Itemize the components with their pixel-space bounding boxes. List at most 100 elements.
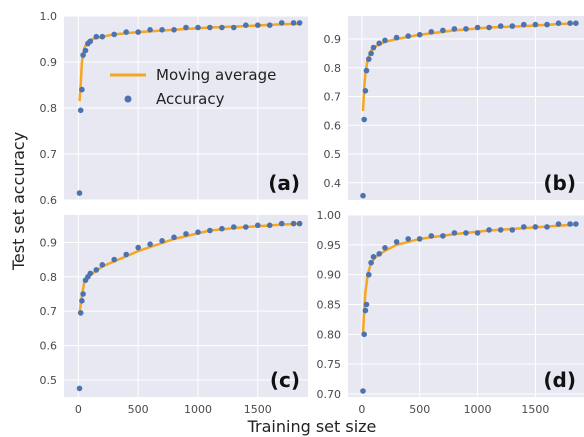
panel-b-accuracy-point [573,20,579,27]
panel-a-plot-area [76,20,303,196]
panel-b-accuracy-point [497,23,504,29]
panel-b-accuracy-point [405,33,412,39]
panel-c-x-tick-label: 1000 [184,403,212,416]
panel-b-y-tick-label: 0.6 [324,119,342,132]
panel-a-accuracy-point [159,27,165,33]
panel-a-accuracy-point [76,190,83,196]
panel-c-accuracy-point [93,267,100,273]
panel-c-accuracy-point [159,238,165,244]
panel-c-accuracy-point [290,220,297,227]
panel-b-accuracy-point [532,21,539,28]
panel-d-label: (d) [543,368,576,392]
panel-c-accuracy-point [87,270,94,277]
panel-a-accuracy-point [99,33,106,40]
panel-a-accuracy-point [278,20,285,26]
panel-d-accuracy-point [573,221,579,227]
panel-d-accuracy-point [567,221,573,227]
panel-b-accuracy-point [486,24,492,31]
panel-b-accuracy-point [361,116,368,123]
panel-b-plot-area [360,20,579,199]
panel-b-accuracy-point [440,27,446,34]
panel-a-accuracy-point [79,86,85,93]
panel-d-accuracy-point [497,227,504,233]
legend-moving-average-label: Moving average [156,66,276,84]
panel-c-y-tick-label: 0.7 [40,305,58,318]
panel-c-background [64,215,308,397]
panel-c-accuracy-point [243,224,249,230]
panel-a-accuracy-point [254,22,261,29]
panel-a-accuracy-point [93,33,100,40]
panel-c: 0.5 0.6 0.7 0.8 0.9 0 500 1000 1500 (c) [40,215,308,416]
panel-a-accuracy-point [135,29,141,35]
panel-b-accuracy-point [567,20,573,27]
panel-b-accuracy-point [366,56,372,62]
panel-c-accuracy-point [76,385,83,392]
panel-c-accuracy-point [207,227,213,234]
panel-c-accuracy-point [231,224,237,230]
panel-d-accuracy-point [362,307,369,314]
panel-c-accuracy-point [147,241,153,247]
panel-d-y-tick-label: 0.80 [317,328,342,341]
panel-c-y-tick-label: 0.9 [40,236,58,249]
panel-d-y-tick-label: 0.90 [317,269,342,282]
panel-d-accuracy-point [555,221,562,227]
panel-a-accuracy-point [195,24,201,31]
panel-b-accuracy-point [382,37,388,44]
panel-c-plot-area [76,220,303,392]
panel-b-accuracy-point [376,40,383,47]
panel-b-accuracy-point [544,21,550,28]
panel-c-accuracy-point [80,291,86,297]
panel-a-y-tick-label: 0.8 [40,102,58,115]
panel-d: 0.70 0.75 0.80 0.85 0.90 0.95 1.00 0 500 1000 1500… [317,209,584,416]
panel-c-accuracy-point [183,231,189,237]
panel-a-accuracy-point [231,24,237,31]
panel-d-accuracy-point [532,224,539,230]
panel-b-accuracy-point [360,192,366,199]
panel-b-label: (b) [543,171,576,195]
panel-b-accuracy-point [509,23,516,29]
y-axis-title: Test set accuracy [9,132,28,271]
panel-c-accuracy-point [219,225,225,232]
panel-a-accuracy-point [290,20,297,26]
panel-b-y-tick-label: 0.9 [324,33,342,46]
panel-c-y-tick-label: 0.8 [40,271,58,284]
panel-d-accuracy-point [463,230,469,236]
panel-b-accuracy-point [370,44,377,51]
panel-d-y-tick-label: 0.95 [317,239,342,252]
panel-d-accuracy-point [376,251,383,257]
panel-a-accuracy-point [82,47,89,54]
panel-d-accuracy-point [360,388,366,394]
panel-d-accuracy-point [361,331,368,338]
panel-b-y-tick-label: 0.8 [324,62,342,75]
panel-d-accuracy-point [393,239,400,245]
panel-d-accuracy-point [363,301,370,308]
panel-d-moving-average-line [361,223,576,335]
panel-d-accuracy-point [521,224,527,230]
panel-a-moving-average-line [78,22,300,102]
panel-d-x-tick-label: 0 [358,403,365,416]
panel-c-accuracy-point [171,234,177,241]
panel-b-accuracy-point [428,29,435,35]
panel-d-accuracy-point [544,224,550,230]
panel-c-accuracy-point [123,251,129,258]
panel-c-accuracy-point [77,310,84,316]
panel-c-y-tick-label: 0.5 [40,374,58,387]
panel-a-y-tick-label: 0.9 [40,56,58,69]
legend-accuracy-label: Accuracy [156,90,225,108]
panel-d-plot-area [360,221,579,394]
panel-d-accuracy-point [440,233,446,239]
panel-d-x-tick-label: 1500 [521,403,549,416]
panel-c-accuracy-point [296,220,303,227]
panel-d-x-tick-label: 1000 [464,403,492,416]
panel-d-accuracy-point [366,271,372,278]
panel-c-accuracy-point [111,256,117,263]
panel-c-accuracy-point [266,222,273,229]
panel-a: 0.6 0.7 0.8 0.9 1.0 (a) [40,10,308,207]
panel-d-y-tick-label: 1.00 [317,209,342,222]
panel-d-accuracy-point [474,230,481,236]
panel-d-accuracy-point [509,227,516,233]
panel-a-y-tick-label: 1.0 [40,10,58,23]
panel-a-accuracy-point [243,22,249,29]
panel-c-y-tick-label: 0.6 [40,339,58,352]
